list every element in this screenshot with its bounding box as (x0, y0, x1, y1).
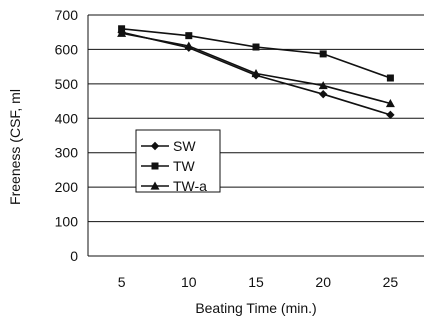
y-tick-label: 600 (55, 41, 79, 57)
y-axis-ticks: 0 100 200 300 400 500 600 700 (55, 7, 79, 264)
data-point-tw-a (184, 41, 194, 50)
y-tick-label: 400 (55, 110, 79, 126)
data-point-sw (386, 110, 395, 120)
x-axis-title: Beating Time (min.) (195, 300, 316, 316)
legend-entry-sw: SW (141, 138, 196, 154)
data-point-sw (319, 89, 328, 99)
legend-marker-tw-a (150, 181, 160, 190)
legend-entry-tw-a: TW-a (141, 178, 207, 194)
x-tick-label: 10 (181, 274, 197, 290)
y-tick-label: 100 (55, 214, 79, 230)
data-point-tw (386, 74, 394, 82)
legend-box (135, 129, 221, 193)
data-point-tw-a (385, 98, 395, 108)
data-point-tw (185, 32, 193, 40)
data-point-tw-a (318, 81, 328, 90)
y-axis-title: Freeness (CSF, ml (7, 89, 23, 205)
x-tick-label: 15 (248, 274, 264, 290)
legend: SW TW TW-a (135, 129, 221, 194)
legend-label-tw-a: TW-a (173, 178, 207, 194)
legend-entry-tw: TW (141, 158, 196, 174)
y-tick-label: 200 (55, 179, 79, 195)
y-tick-label: 500 (55, 76, 79, 92)
x-tick-label: 25 (383, 274, 399, 290)
series-lines (117, 25, 395, 120)
legend-label-tw: TW (173, 158, 196, 174)
legend-marker-sw (150, 141, 160, 151)
x-tick-label: 5 (118, 274, 126, 290)
x-axis-ticks: 5 10 15 20 25 (118, 274, 399, 290)
series-tw-a (117, 28, 395, 108)
data-point-tw-a (117, 28, 127, 37)
data-point-tw-a (251, 69, 261, 78)
x-tick-label: 20 (315, 274, 331, 290)
y-tick-label: 0 (70, 248, 78, 264)
y-tick-label: 700 (55, 7, 79, 23)
data-point-tw (252, 43, 260, 51)
y-tick-label: 300 (55, 145, 79, 161)
data-point-tw (319, 50, 327, 58)
legend-label-sw: SW (173, 138, 196, 154)
legend-marker-tw (151, 162, 159, 170)
